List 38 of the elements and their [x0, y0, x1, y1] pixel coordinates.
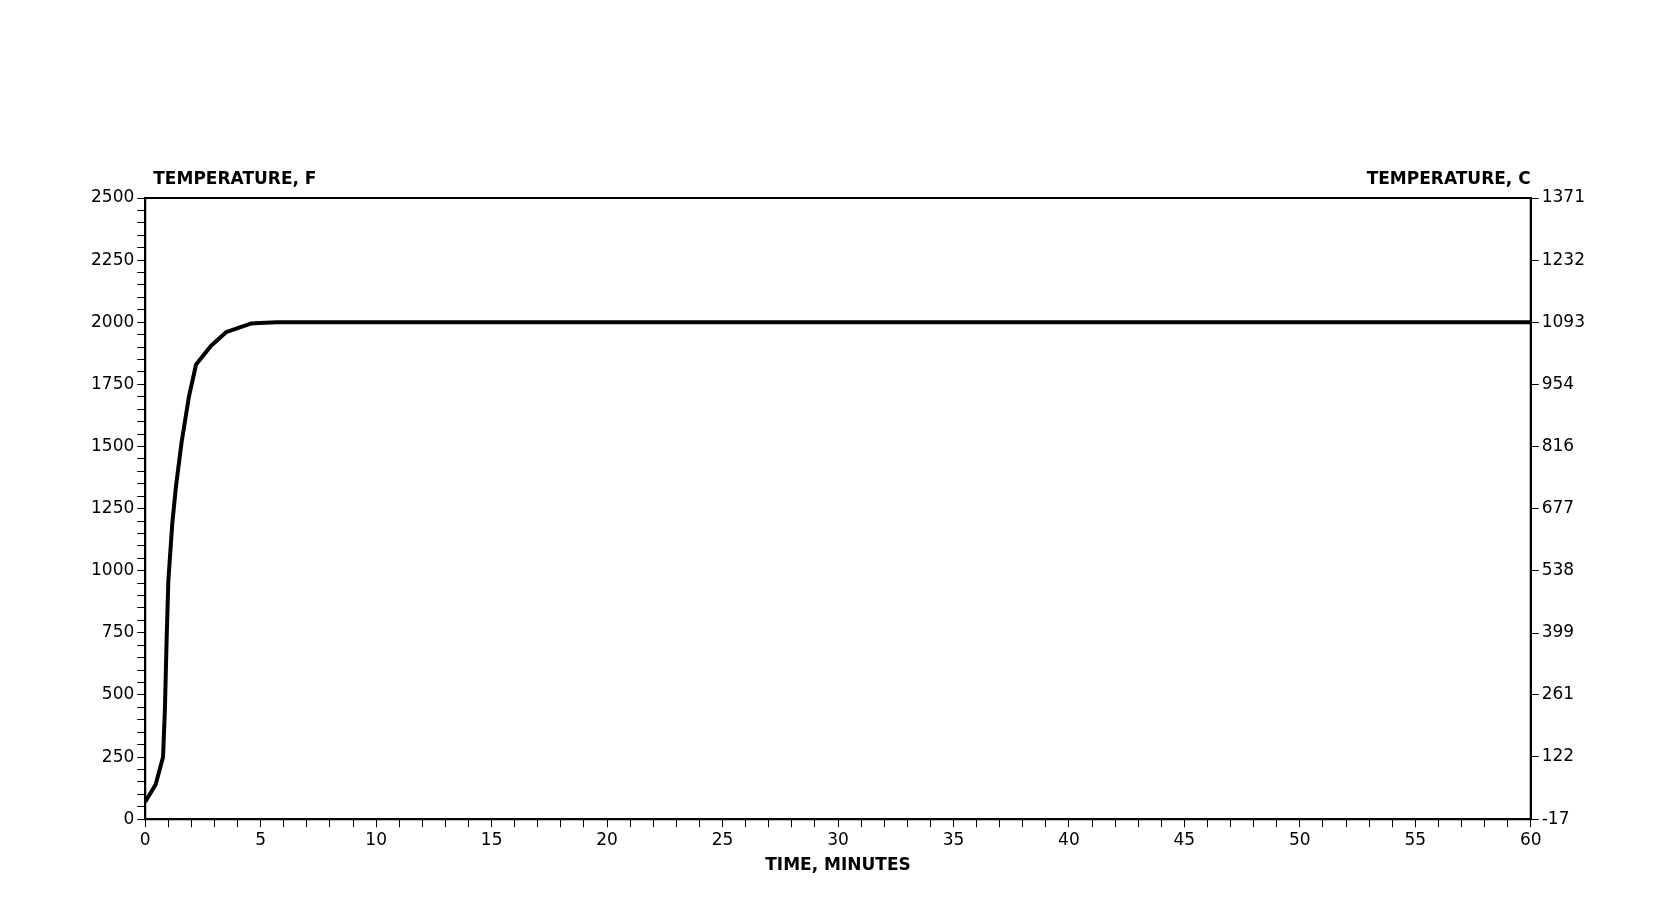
y2-tick-label: -17 [1541, 807, 1570, 828]
y2-axis-title: TEMPERATURE, C [1366, 167, 1531, 188]
x-tick-label: 50 [1289, 828, 1311, 849]
y-tick-label: 1500 [91, 434, 135, 455]
y-tick-label: 1750 [91, 372, 135, 393]
y2-tick-label: 1232 [1541, 248, 1585, 269]
x-tick-label: 25 [711, 828, 734, 849]
y-tick-label: 0 [123, 807, 135, 828]
y-tick-label: 250 [101, 745, 135, 766]
y2-tick-label: 816 [1541, 434, 1575, 455]
x-tick-label: 55 [1404, 828, 1427, 849]
y-tick-label: 2000 [91, 310, 135, 331]
x-tick-label: 60 [1519, 828, 1542, 849]
y-tick-label: 500 [101, 683, 135, 704]
y2-tick-label: 1371 [1541, 186, 1585, 207]
y-tick-label: 1000 [91, 559, 135, 580]
y2-tick-label: 1093 [1541, 310, 1585, 331]
x-tick-label: 5 [255, 828, 267, 849]
y-tick-label: 2500 [91, 186, 135, 207]
y-tick-label: 750 [101, 621, 135, 642]
x-axis-title: TIME, MINUTES [765, 854, 911, 875]
x-tick-label: 45 [1173, 828, 1196, 849]
y2-tick-label: 954 [1541, 373, 1575, 394]
x-tick-label: 35 [942, 828, 965, 849]
x-tick-label: 0 [139, 828, 151, 849]
y2-tick-label: 122 [1541, 745, 1575, 766]
y2-tick-label: 261 [1541, 683, 1575, 704]
y2-tick-label: 538 [1541, 559, 1575, 580]
x-tick-label: 20 [596, 828, 618, 849]
y2-tick-label: 677 [1541, 497, 1575, 518]
x-tick-label: 15 [480, 828, 503, 849]
x-tick-label: 30 [827, 828, 849, 849]
y2-tick-label: 399 [1541, 621, 1575, 642]
y-tick-label: 2250 [91, 248, 135, 269]
x-tick-label: 10 [365, 828, 387, 849]
x-tick-label: 40 [1058, 828, 1080, 849]
y-tick-label: 1250 [91, 497, 135, 518]
y-axis-title: TEMPERATURE, F [153, 167, 317, 188]
